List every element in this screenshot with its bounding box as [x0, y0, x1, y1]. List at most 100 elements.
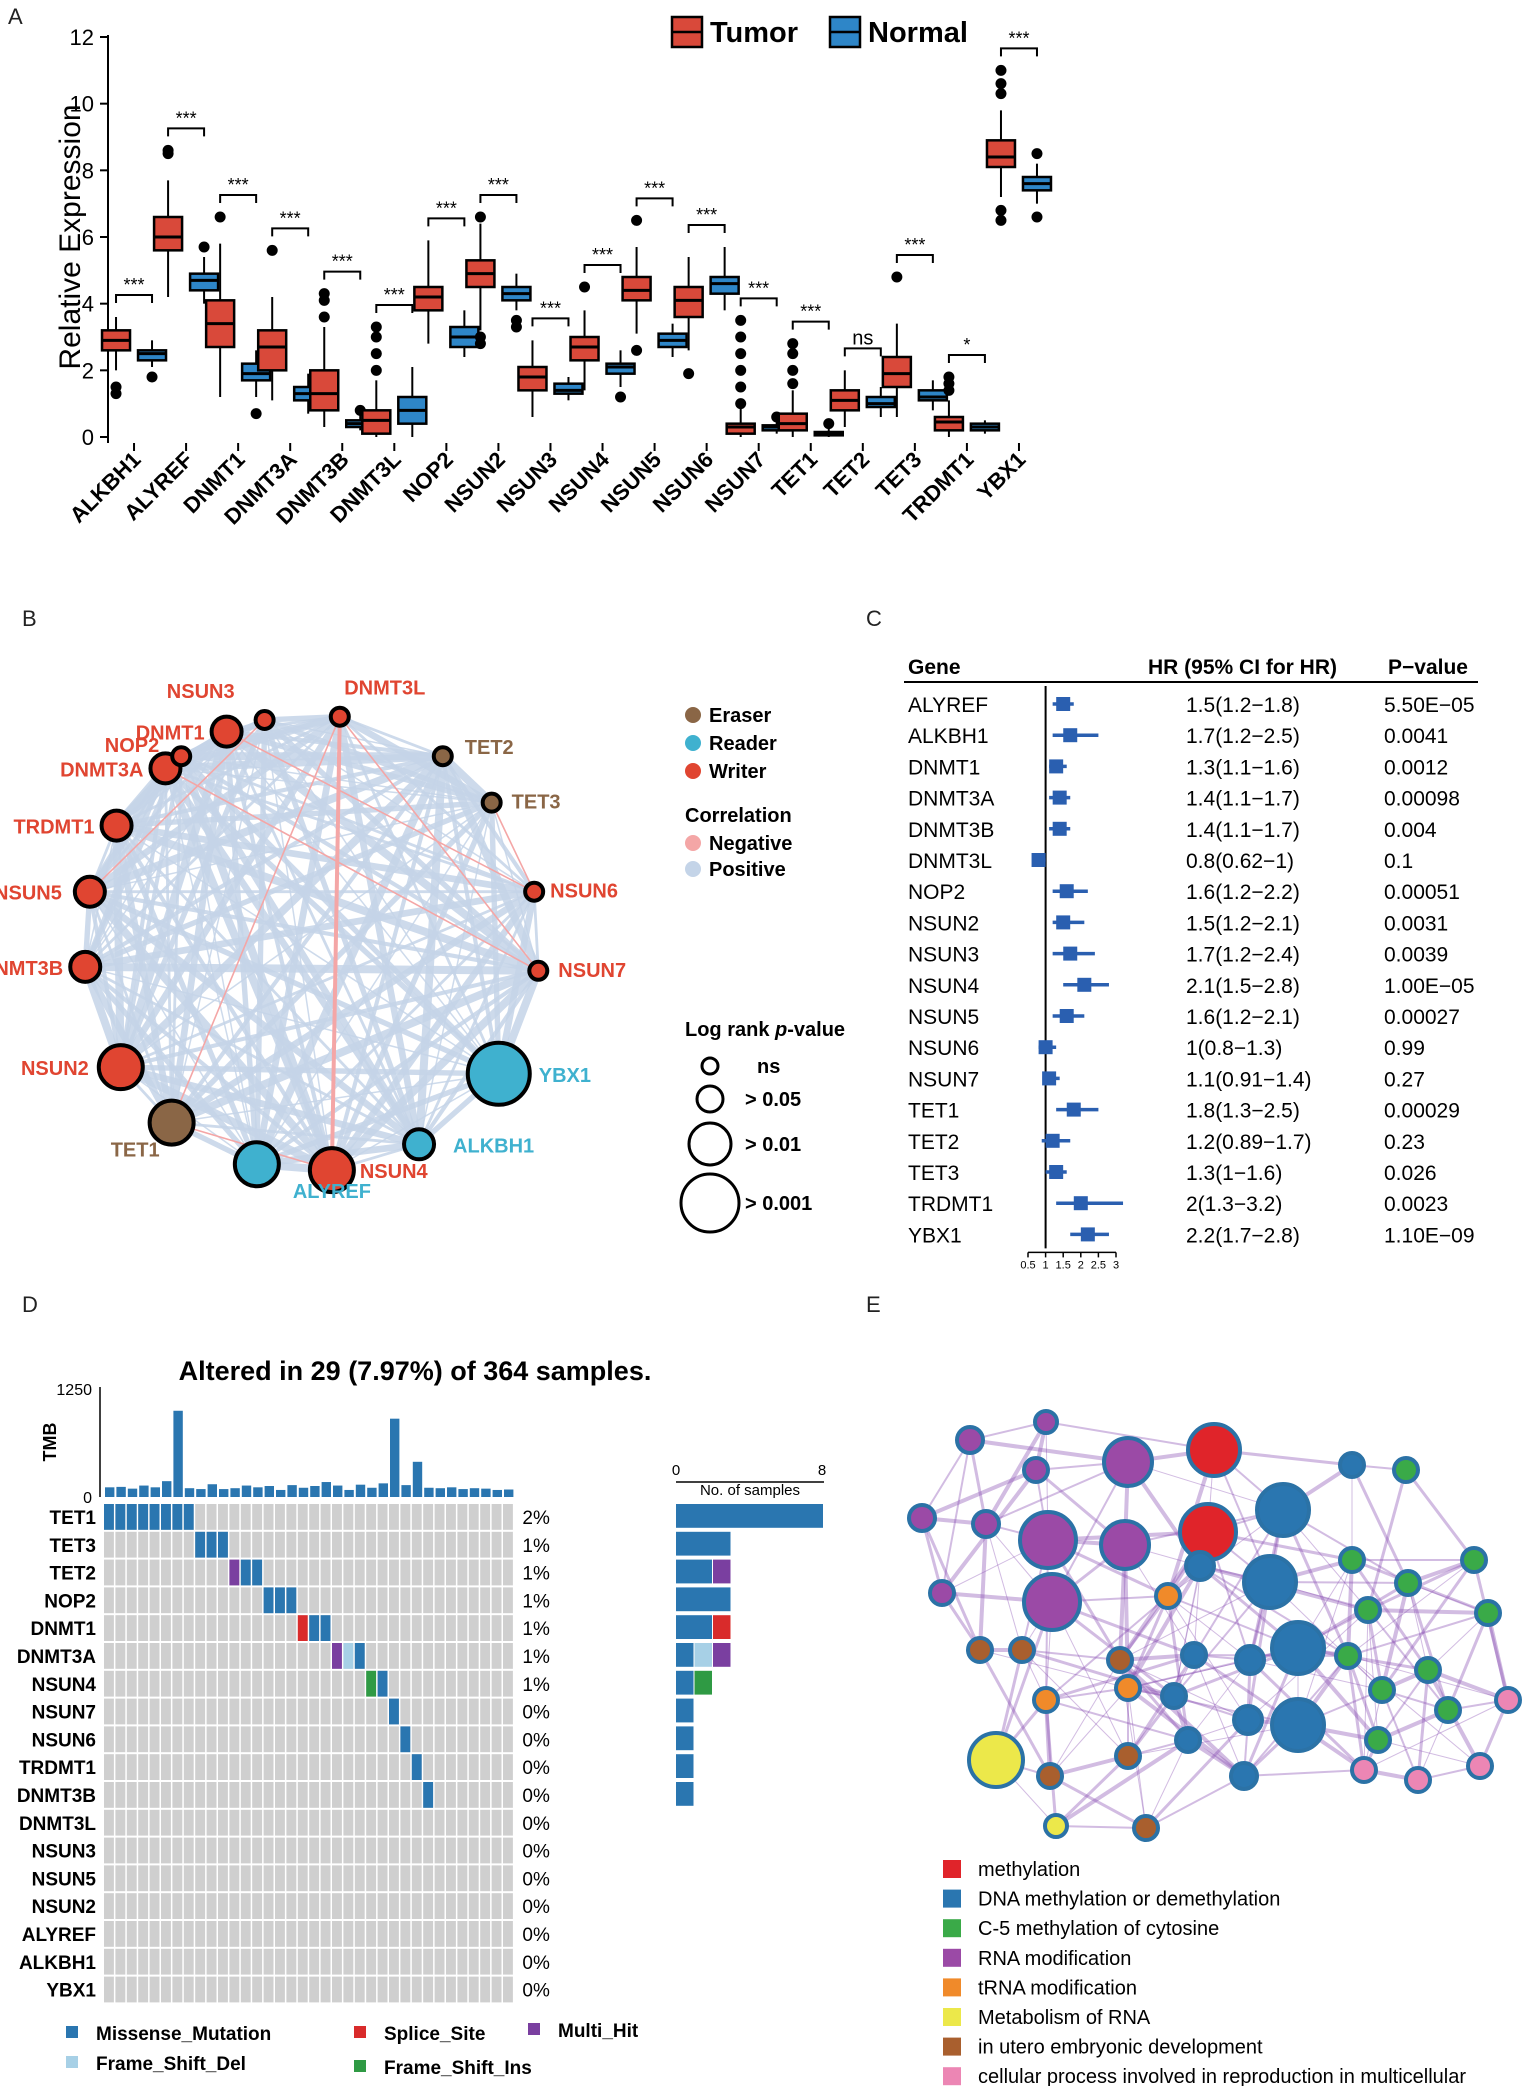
- grid-cell: [354, 1559, 365, 1586]
- mutation-cell: [309, 1615, 320, 1641]
- grid-cell: [115, 1948, 126, 1975]
- grid-cell: [400, 1893, 411, 1919]
- legend-label: Negative: [709, 833, 792, 855]
- term-node: [1184, 1550, 1216, 1582]
- tumor-NSUN7-outlier: [735, 381, 747, 393]
- grid-cell: [229, 1948, 240, 1975]
- legend-swatch: [943, 1860, 961, 1878]
- grid-cell: [195, 1726, 206, 1753]
- grid-cell: [343, 1670, 354, 1697]
- grid-cell: [229, 1643, 240, 1669]
- grid-cell: [491, 1754, 502, 1780]
- edge: [1049, 1687, 1129, 1777]
- grid-cell: [411, 1643, 422, 1669]
- edge: [1249, 1659, 1383, 1691]
- grid-cell: [297, 1837, 308, 1864]
- tumor-NSUN4-box: [569, 335, 600, 362]
- grid-cell: [138, 1976, 149, 2003]
- node-label: DNMT3L: [344, 678, 425, 700]
- grid-cell: [457, 1670, 468, 1697]
- gene-label: TET1: [50, 1508, 97, 1529]
- grid-cell: [491, 1837, 502, 1864]
- grid-cell: [377, 1643, 388, 1669]
- grid-cell: [104, 1976, 114, 2003]
- node-nop2: [170, 745, 193, 768]
- row-hr: 1.5(1.2−1.8): [1186, 694, 1300, 717]
- grid-cell: [491, 1726, 502, 1753]
- edge: [1380, 1559, 1476, 1691]
- grid-cell: [218, 1643, 228, 1669]
- grid-cell: [104, 1754, 114, 1780]
- grid-cell: [161, 1837, 171, 1864]
- row-gene: TET3: [908, 1162, 959, 1185]
- grid-cell: [161, 1726, 171, 1753]
- edge: [1381, 1689, 1419, 1781]
- edge: [1366, 1469, 1408, 1611]
- grid-cell: [126, 1698, 137, 1725]
- grid-cell: [480, 1893, 491, 1919]
- grid-cell: [275, 1865, 285, 1892]
- mutation-cell: [183, 1504, 194, 1530]
- legend-size-label: > 0.001: [745, 1193, 812, 1215]
- tumor-NOP2-box: [413, 285, 444, 312]
- legend-label: Eraser: [709, 705, 771, 727]
- normal-NSUN4-outlier: [615, 391, 627, 403]
- grid-cell: [104, 1559, 114, 1586]
- grid-cell: [354, 1782, 365, 1808]
- grid-cell: [366, 1698, 377, 1725]
- samples-tick-label: 0: [672, 1462, 680, 1479]
- grid-cell: [411, 1837, 422, 1864]
- grid-cell: [115, 1893, 126, 1919]
- grid-cell: [389, 1559, 399, 1586]
- edge-positive: [82, 755, 184, 968]
- tumor-TRDMT1-outlier: [943, 371, 955, 383]
- grid-cell: [503, 1976, 513, 2003]
- tmb-bar: [105, 1487, 115, 1497]
- grid-cell: [343, 1587, 354, 1614]
- row-pvalue: 0.004: [1384, 819, 1437, 842]
- significance-label: ***: [644, 178, 665, 198]
- x-tick-label: 1: [1043, 1259, 1049, 1271]
- tumor-DNMT3L-outlier: [370, 331, 382, 343]
- grid-cell: [115, 1865, 126, 1892]
- legend-label-normal: Normal: [868, 17, 968, 49]
- grid-cell: [468, 1948, 479, 1975]
- grid-cell: [138, 1643, 149, 1669]
- grid-cell: [320, 1976, 331, 2003]
- grid-cell: [297, 1809, 308, 1836]
- node-label: TET3: [512, 792, 561, 814]
- grid-cell: [229, 1921, 240, 1947]
- grid-cell: [491, 1643, 502, 1669]
- row-hr: 1.6(1.2−2.1): [1186, 1006, 1300, 1029]
- grid-cell: [366, 1921, 377, 1947]
- grid-cell: [332, 1865, 342, 1892]
- grid-cell: [126, 1921, 137, 1947]
- edge: [1173, 1565, 1201, 1697]
- mutation-cell: [206, 1531, 217, 1558]
- grid-cell: [332, 1782, 342, 1808]
- node-ybx1: [465, 1040, 532, 1107]
- grid-cell: [366, 1531, 377, 1558]
- grid-cell: [491, 1559, 502, 1586]
- grid-cell: [377, 1587, 388, 1614]
- edge: [1054, 1738, 1190, 1828]
- grid-cell: [411, 1865, 422, 1892]
- edge-positive: [224, 728, 541, 974]
- grid-cell: [434, 1782, 445, 1808]
- y-axis-title: Relative Expression: [54, 104, 87, 369]
- grid-cell: [503, 1893, 513, 1919]
- grid-cell: [183, 1726, 194, 1753]
- tumor-YBX1-box: [985, 139, 1017, 169]
- grid-cell: [183, 1893, 194, 1919]
- legend-swatch: [66, 2026, 78, 2038]
- grid-cell: [286, 1809, 297, 1836]
- grid-cell: [252, 1948, 263, 1975]
- grid-cell: [309, 1531, 320, 1558]
- grid-cell: [297, 1865, 308, 1892]
- row-hr: 1.2(0.89−1.7): [1186, 1131, 1312, 1154]
- grid-cell: [263, 1921, 274, 1947]
- grid-cell: [263, 1948, 274, 1975]
- grid-cell: [309, 1504, 320, 1530]
- grid-cell: [389, 1782, 399, 1808]
- gene-label: NOP2: [44, 1591, 96, 1612]
